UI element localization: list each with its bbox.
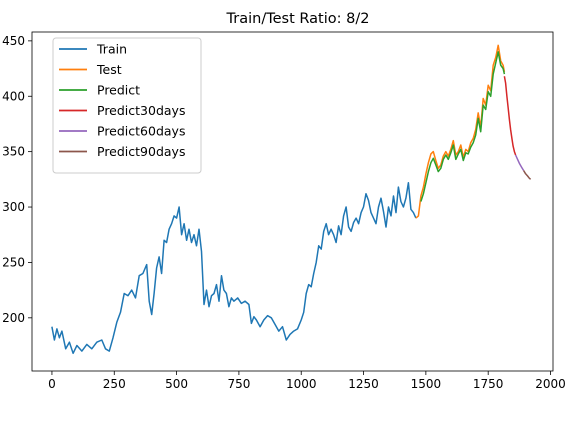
x-tick-label: 1250 xyxy=(348,377,379,391)
chart-title: Train/Test Ratio: 8/2 xyxy=(226,11,370,27)
x-tick-label: 1750 xyxy=(473,377,504,391)
series-layer xyxy=(51,44,532,355)
series-line-predict60days xyxy=(514,154,525,171)
x-tick-label: 1500 xyxy=(411,377,442,391)
y-tick-label: 300 xyxy=(2,200,25,214)
x-tick-label: 750 xyxy=(227,377,250,391)
legend-label: Predict30days xyxy=(97,103,185,118)
x-tick-label: 0 xyxy=(48,377,56,391)
x-axis: 0 250 500 750 1000 1250 1500 1750 2000 xyxy=(48,371,566,391)
y-tick-label: 250 xyxy=(2,255,25,269)
legend-label: Test xyxy=(96,62,122,77)
legend-label: Predict90days xyxy=(97,144,185,159)
legend-label: Predict60days xyxy=(97,124,185,139)
legend-label: Train xyxy=(96,42,127,57)
y-tick-label: 450 xyxy=(2,34,25,48)
series-line-predict xyxy=(420,51,506,202)
legend-label: Predict xyxy=(97,83,140,98)
series-line-predict90days xyxy=(522,170,532,180)
y-tick-label: 200 xyxy=(2,311,25,325)
legend: Train Test Predict Predict30days Predict60da… xyxy=(52,37,202,174)
plot-frame xyxy=(31,31,554,372)
x-tick-label: 2000 xyxy=(535,377,566,391)
series-line-predict30days xyxy=(503,76,517,156)
legend-box xyxy=(52,37,202,174)
x-tick-label: 500 xyxy=(165,377,188,391)
series-line-train xyxy=(51,181,417,355)
x-tick-label: 1000 xyxy=(286,377,317,391)
y-axis: 200 250 300 350 400 450 xyxy=(2,34,32,325)
y-tick-label: 400 xyxy=(2,89,25,103)
series-line-test xyxy=(415,44,506,219)
y-tick-label: 350 xyxy=(2,145,25,159)
x-tick-label: 250 xyxy=(103,377,126,391)
